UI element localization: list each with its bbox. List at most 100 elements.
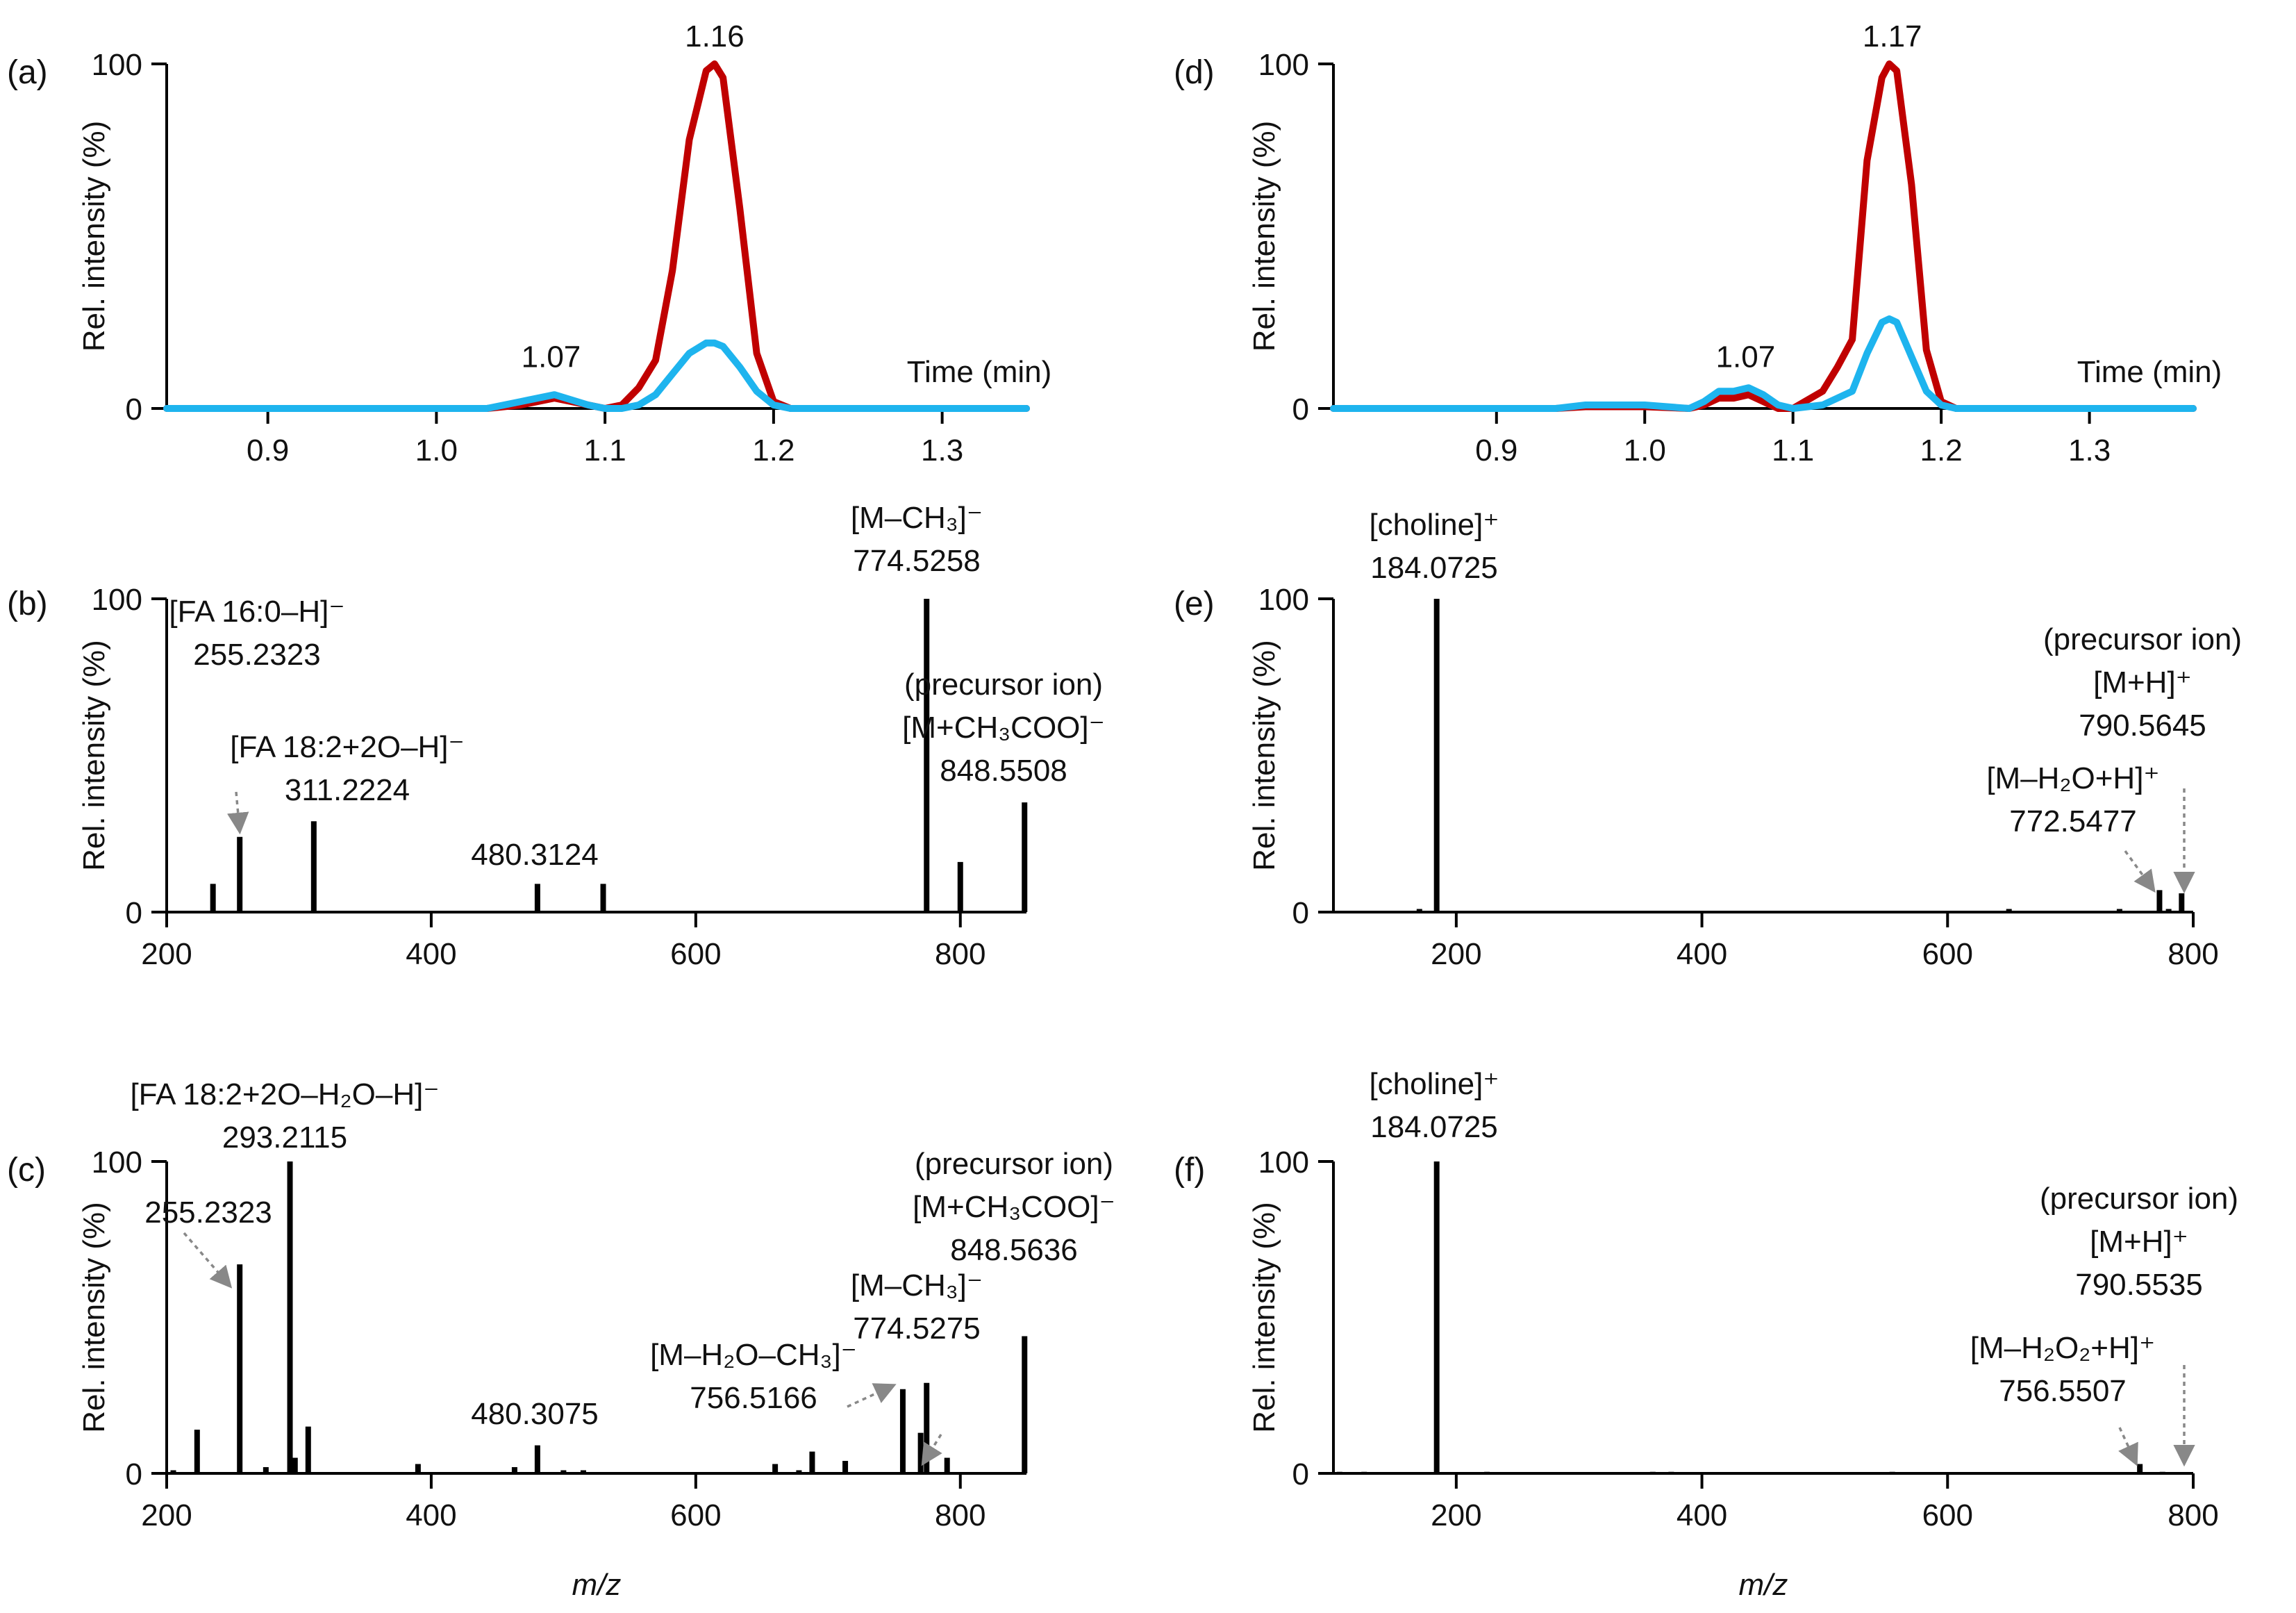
peak-annotation-line: [M–CH₃]⁻ [851, 501, 983, 535]
peak-annotation-line: 480.3124 [471, 838, 599, 872]
peak-annotation-line: 774.5258 [853, 544, 981, 578]
peak-annotation: 480.3124 [471, 838, 599, 872]
peak-annotation-line: [choline]⁺ [1369, 508, 1499, 542]
peak-annotation-line: [M+CH₃COO]⁻ [902, 711, 1105, 745]
y-tick-label: 100 [92, 48, 142, 82]
peak-annotation: [M–CH₃]⁻ 774.5258 [851, 501, 983, 578]
peak-annotation-line: 255.2323 [193, 638, 321, 672]
peak-annotation: (precursor ion) [M+H]⁺ 790.5535 [2040, 1182, 2238, 1467]
y-axis-label: Rel. intensity (%) [1247, 640, 1281, 871]
peak-label-minor: 1.07 [1716, 340, 1776, 374]
x-tick-label: 400 [406, 1498, 456, 1532]
x-axis-title: Time (min) [2077, 355, 2222, 389]
panel-label: (a) [7, 54, 48, 91]
panel-e: (e) Rel. intensity (%) 0 100 200 400 600 800 [ch… [1174, 508, 2242, 971]
peak-label-main: 1.16 [685, 19, 744, 53]
x-tick-label: 0.9 [247, 433, 289, 468]
y-axis-label: Rel. intensity (%) [1247, 121, 1281, 352]
series-red-line [163, 60, 1030, 412]
panel-label: (c) [7, 1152, 46, 1189]
peak-annotation-line: 184.0725 [1370, 551, 1498, 585]
peak-annotation: [choline]⁺ 184.0725 [1369, 1067, 1499, 1144]
peak-label-main: 1.17 [1863, 19, 1922, 53]
panel-b: (b) Rel. intensity (%) 0 100 200 400 600 800 [FA… [7, 501, 1105, 971]
peak-annotation-line: 480.3075 [471, 1397, 599, 1431]
annotation-arrow [921, 1434, 942, 1466]
peak-annotation: [M–H₂O+H]⁺ 772.5477 [1986, 761, 2160, 893]
x-tick-label: 400 [1677, 1498, 1727, 1532]
y-axis-label: Rel. intensity (%) [1247, 1202, 1281, 1433]
peak-annotation: [choline]⁺ 184.0725 [1369, 508, 1499, 585]
panel-f: (f) Rel. intensity (%) 0 100 200 400 600 800 m/z… [1174, 1067, 2238, 1602]
x-tick-label: 800 [935, 1498, 985, 1532]
peak-annotation-line: 790.5645 [2079, 709, 2206, 743]
x-tick-label: 1.2 [752, 433, 795, 468]
peak-annotation-line: (precursor ion) [2040, 1182, 2238, 1216]
peak-annotation-line: [FA 16:0–H]⁻ [169, 595, 344, 629]
panel-c: (c) Rel. intensity (%) 0 100 200 400 600 800 m/z… [7, 1077, 1115, 1602]
x-tick-label: 1.0 [1624, 433, 1666, 468]
x-tick-label: 600 [670, 1498, 721, 1532]
x-axis-title: m/z [1739, 1568, 1788, 1602]
peak-annotation: [M–H₂O–CH₃]⁻ 756.5166 [650, 1338, 897, 1415]
peak-annotation-line: 772.5477 [2009, 804, 2137, 838]
y-tick-label: 100 [1258, 583, 1309, 617]
peak-annotation-line: 848.5508 [940, 754, 1067, 788]
y-axis-label: Rel. intensity (%) [77, 640, 111, 871]
x-tick-label: 1.2 [1920, 433, 1963, 468]
peak-annotation: [M–H₂O₂+H]⁺ 756.5507 [1970, 1331, 2155, 1466]
peak-annotation-line: [FA 18:2+2O–H₂O–H]⁻ [130, 1077, 439, 1111]
peak-annotation: (precursor ion) [M+CH₃COO]⁻ 848.5508 [902, 668, 1105, 788]
y-tick-label: 0 [126, 392, 142, 427]
peak-annotation-line: 848.5636 [950, 1233, 1078, 1267]
x-tick-label: 200 [1431, 1498, 1481, 1532]
peak-annotation-line: (precursor ion) [915, 1147, 1113, 1181]
panel-a: (a) Rel. intensity (%) 0 100 0.9 1.0 1.1 1.2 1.3… [7, 19, 1051, 468]
x-tick-label: 600 [1922, 1498, 1973, 1532]
x-tick-label: 800 [935, 937, 985, 971]
annotation-arrow [847, 1383, 897, 1408]
peak-annotation-line: 311.2224 [285, 773, 410, 807]
series-blue-line [163, 339, 1030, 412]
x-axis-title: m/z [572, 1568, 622, 1602]
x-tick-label: 800 [2168, 1498, 2218, 1532]
x-tick-label: 1.3 [2068, 433, 2111, 468]
annotation-arrow [2124, 850, 2156, 893]
x-axis-title: Time (min) [907, 355, 1052, 389]
y-tick-label: 0 [1292, 896, 1309, 930]
peak-annotation-line: [M+H]⁺ [2093, 665, 2192, 700]
peak-annotation-line: 293.2115 [222, 1120, 347, 1155]
peak-annotation: (precursor ion) [M+H]⁺ 790.5645 [2043, 622, 2242, 894]
y-tick-label: 100 [92, 1145, 142, 1180]
peak-annotation-line: (precursor ion) [2043, 622, 2242, 656]
peak-annotation-line: 774.5275 [853, 1312, 981, 1346]
panel-d: (d) Rel. intensity (%) 0 100 0.9 1.0 1.1 1.2 1.3… [1174, 19, 2222, 468]
peak-label-minor: 1.07 [522, 340, 581, 374]
peak-annotation-line: [M+CH₃COO]⁻ [913, 1190, 1115, 1224]
y-axis-label: Rel. intensity (%) [77, 121, 111, 352]
x-tick-label: 1.0 [415, 433, 458, 468]
peak-annotation-line: [choline]⁺ [1369, 1067, 1499, 1101]
x-tick-label: 200 [141, 1498, 192, 1532]
x-tick-label: 800 [2168, 937, 2218, 971]
peak-annotation-line: (precursor ion) [904, 668, 1103, 702]
peak-annotation: [FA 18:2+2O–H₂O–H]⁻ 293.2115 [130, 1077, 439, 1155]
peak-annotation: [FA 16:0–H]⁻ 255.2323 [169, 595, 345, 835]
panel-label: (f) [1174, 1152, 1205, 1189]
x-tick-label: 600 [670, 937, 721, 971]
peak-annotation: [FA 18:2+2O–H]⁻ 311.2224 [230, 730, 465, 807]
peak-annotation-line: [M–H₂O₂+H]⁺ [1970, 1331, 2155, 1365]
peak-annotation-line: [M+H]⁺ [2090, 1225, 2188, 1259]
y-tick-label: 0 [1292, 1457, 1309, 1491]
y-tick-label: 100 [1258, 1145, 1309, 1180]
peak-annotation: (precursor ion) [M+CH₃COO]⁻ 848.5636 [913, 1147, 1115, 1267]
y-tick-label: 100 [1258, 48, 1309, 82]
peak-annotation-line: [M–H₂O–CH₃]⁻ [650, 1338, 857, 1372]
x-tick-label: 400 [406, 937, 456, 971]
peak-annotation: 255.2323 [144, 1196, 272, 1289]
x-tick-label: 1.1 [584, 433, 626, 468]
annotation-arrow [227, 791, 249, 835]
panel-label: (e) [1174, 586, 1215, 622]
y-tick-label: 0 [126, 896, 142, 930]
